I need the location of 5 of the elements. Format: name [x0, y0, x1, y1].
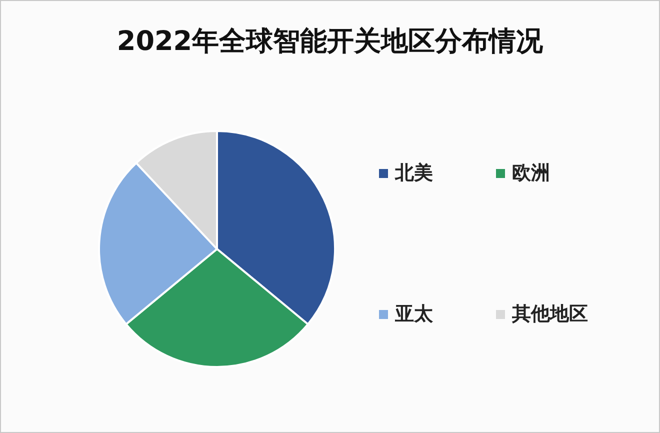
- legend-label: 北美: [395, 161, 433, 186]
- chart-title: 2022年全球智能开关地区分布情况: [116, 25, 544, 59]
- legend-label: 欧洲: [512, 162, 550, 186]
- legend-label: 其他地区: [512, 303, 588, 327]
- legend-label: 亚太: [395, 303, 433, 327]
